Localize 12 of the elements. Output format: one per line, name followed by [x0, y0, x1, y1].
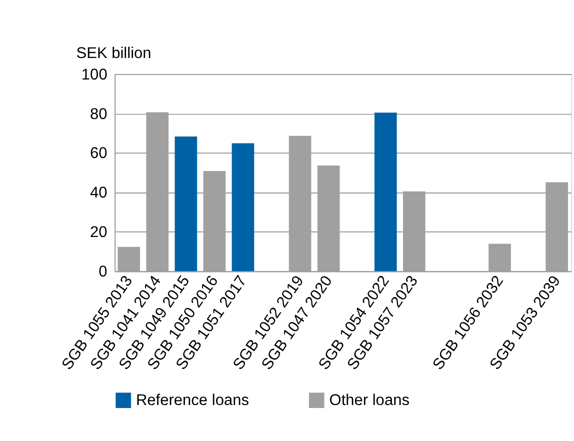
- y-tick-label: 100: [81, 66, 108, 84]
- bar: [232, 143, 254, 272]
- bar: [374, 112, 397, 272]
- legend-label: Reference loans: [136, 392, 250, 410]
- y-tick-label: 20: [90, 224, 108, 242]
- y-axis-title: SEK billion: [76, 44, 152, 62]
- y-tick-label: 0: [98, 264, 108, 281]
- y-tick-label: 60: [90, 145, 108, 162]
- bar: [174, 136, 198, 272]
- y-tick-label: 40: [90, 184, 108, 202]
- legend-label: Other loans: [329, 392, 410, 410]
- y-tick-label: 80: [90, 106, 108, 123]
